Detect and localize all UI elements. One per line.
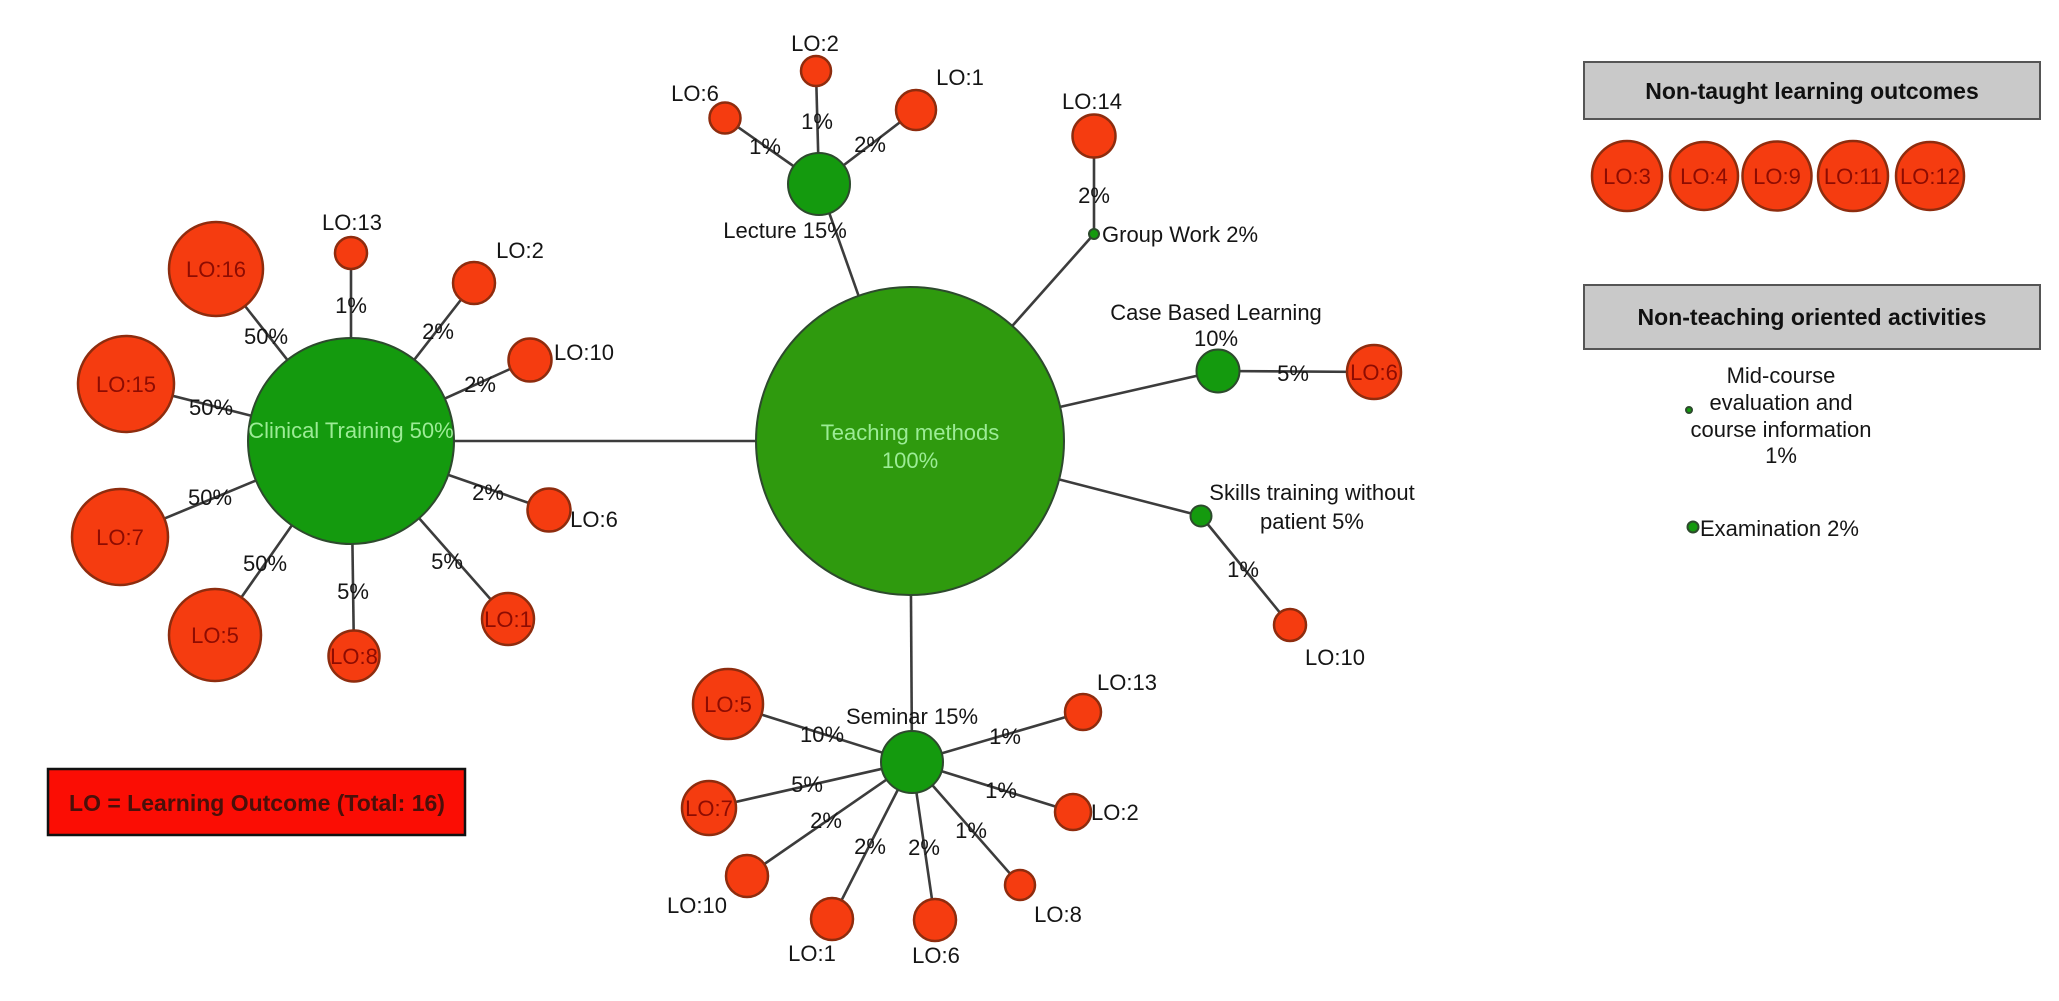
svg-text:Seminar 15%: Seminar 15% bbox=[846, 704, 978, 729]
svg-text:1%: 1% bbox=[335, 293, 367, 318]
svg-text:LO:10: LO:10 bbox=[667, 893, 727, 918]
svg-text:5%: 5% bbox=[431, 549, 463, 574]
svg-text:2%: 2% bbox=[464, 372, 496, 397]
svg-text:LO:2: LO:2 bbox=[1091, 800, 1139, 825]
svg-text:evaluation and: evaluation and bbox=[1709, 390, 1852, 415]
svg-text:50%: 50% bbox=[189, 395, 233, 420]
svg-text:10%: 10% bbox=[800, 722, 844, 747]
svg-text:LO:16: LO:16 bbox=[186, 257, 246, 282]
svg-text:Examination 2%: Examination 2% bbox=[1700, 516, 1859, 541]
svg-text:1%: 1% bbox=[955, 818, 987, 843]
svg-text:LO:14: LO:14 bbox=[1062, 89, 1122, 114]
svg-text:5%: 5% bbox=[337, 579, 369, 604]
svg-text:2%: 2% bbox=[854, 834, 886, 859]
svg-text:LO:2: LO:2 bbox=[496, 238, 544, 263]
svg-text:LO:9: LO:9 bbox=[1753, 164, 1801, 189]
svg-text:LO:13: LO:13 bbox=[1097, 670, 1157, 695]
svg-text:LO:3: LO:3 bbox=[1603, 164, 1651, 189]
svg-text:LO:4: LO:4 bbox=[1680, 164, 1728, 189]
svg-text:LO:11: LO:11 bbox=[1824, 164, 1882, 189]
svg-text:LO:6: LO:6 bbox=[1350, 360, 1398, 385]
svg-text:Non-taught learning outcomes: Non-taught learning outcomes bbox=[1645, 78, 1979, 104]
svg-text:10%: 10% bbox=[1194, 326, 1238, 351]
svg-text:Lecture 15%: Lecture 15% bbox=[723, 218, 847, 243]
svg-text:Group Work 2%: Group Work 2% bbox=[1102, 222, 1258, 247]
svg-text:LO:8: LO:8 bbox=[1034, 902, 1082, 927]
svg-text:2%: 2% bbox=[854, 132, 886, 157]
svg-text:LO:1: LO:1 bbox=[484, 607, 532, 632]
svg-text:Case Based Learning: Case Based Learning bbox=[1110, 300, 1322, 325]
svg-text:LO:2: LO:2 bbox=[791, 31, 839, 56]
svg-text:2%: 2% bbox=[472, 480, 504, 505]
svg-text:LO:1: LO:1 bbox=[936, 65, 984, 90]
svg-text:1%: 1% bbox=[801, 109, 833, 134]
svg-text:2%: 2% bbox=[908, 835, 940, 860]
svg-text:1%: 1% bbox=[1227, 557, 1259, 582]
svg-text:patient 5%: patient 5% bbox=[1260, 509, 1364, 534]
svg-text:LO:15: LO:15 bbox=[96, 372, 156, 397]
svg-text:course information: course information bbox=[1691, 417, 1872, 442]
svg-text:100%: 100% bbox=[882, 448, 938, 473]
svg-text:1%: 1% bbox=[1765, 443, 1797, 468]
svg-text:2%: 2% bbox=[1078, 183, 1110, 208]
svg-text:LO:7: LO:7 bbox=[96, 525, 144, 550]
svg-text:Teaching methods: Teaching methods bbox=[821, 420, 1000, 445]
svg-text:5%: 5% bbox=[1277, 361, 1309, 386]
svg-text:Clinical Training 50%: Clinical Training 50% bbox=[248, 418, 453, 443]
svg-text:LO:5: LO:5 bbox=[704, 692, 752, 717]
svg-text:LO:8: LO:8 bbox=[330, 644, 378, 669]
svg-text:LO = Learning Outcome (Total:: LO = Learning Outcome (Total: 16) bbox=[69, 790, 445, 816]
svg-text:50%: 50% bbox=[243, 551, 287, 576]
svg-text:LO:6: LO:6 bbox=[671, 81, 719, 106]
svg-text:LO:6: LO:6 bbox=[570, 507, 618, 532]
svg-text:LO:6: LO:6 bbox=[912, 943, 960, 968]
svg-text:LO:10: LO:10 bbox=[554, 340, 614, 365]
svg-text:Skills training without: Skills training without bbox=[1209, 480, 1414, 505]
svg-text:LO:1: LO:1 bbox=[788, 941, 836, 966]
svg-text:Non-teaching oriented activiti: Non-teaching oriented activities bbox=[1638, 304, 1987, 330]
svg-text:LO:12: LO:12 bbox=[1900, 164, 1960, 189]
svg-text:LO:10: LO:10 bbox=[1305, 645, 1365, 670]
svg-text:1%: 1% bbox=[989, 724, 1021, 749]
svg-text:50%: 50% bbox=[188, 485, 232, 510]
svg-text:1%: 1% bbox=[749, 134, 781, 159]
svg-text:2%: 2% bbox=[422, 319, 454, 344]
svg-text:1%: 1% bbox=[985, 778, 1017, 803]
svg-text:50%: 50% bbox=[244, 324, 288, 349]
svg-text:Mid-course: Mid-course bbox=[1727, 363, 1836, 388]
svg-text:2%: 2% bbox=[810, 808, 842, 833]
svg-text:LO:7: LO:7 bbox=[685, 796, 733, 821]
svg-text:LO:13: LO:13 bbox=[322, 210, 382, 235]
svg-text:LO:5: LO:5 bbox=[191, 623, 239, 648]
svg-text:5%: 5% bbox=[791, 772, 823, 797]
